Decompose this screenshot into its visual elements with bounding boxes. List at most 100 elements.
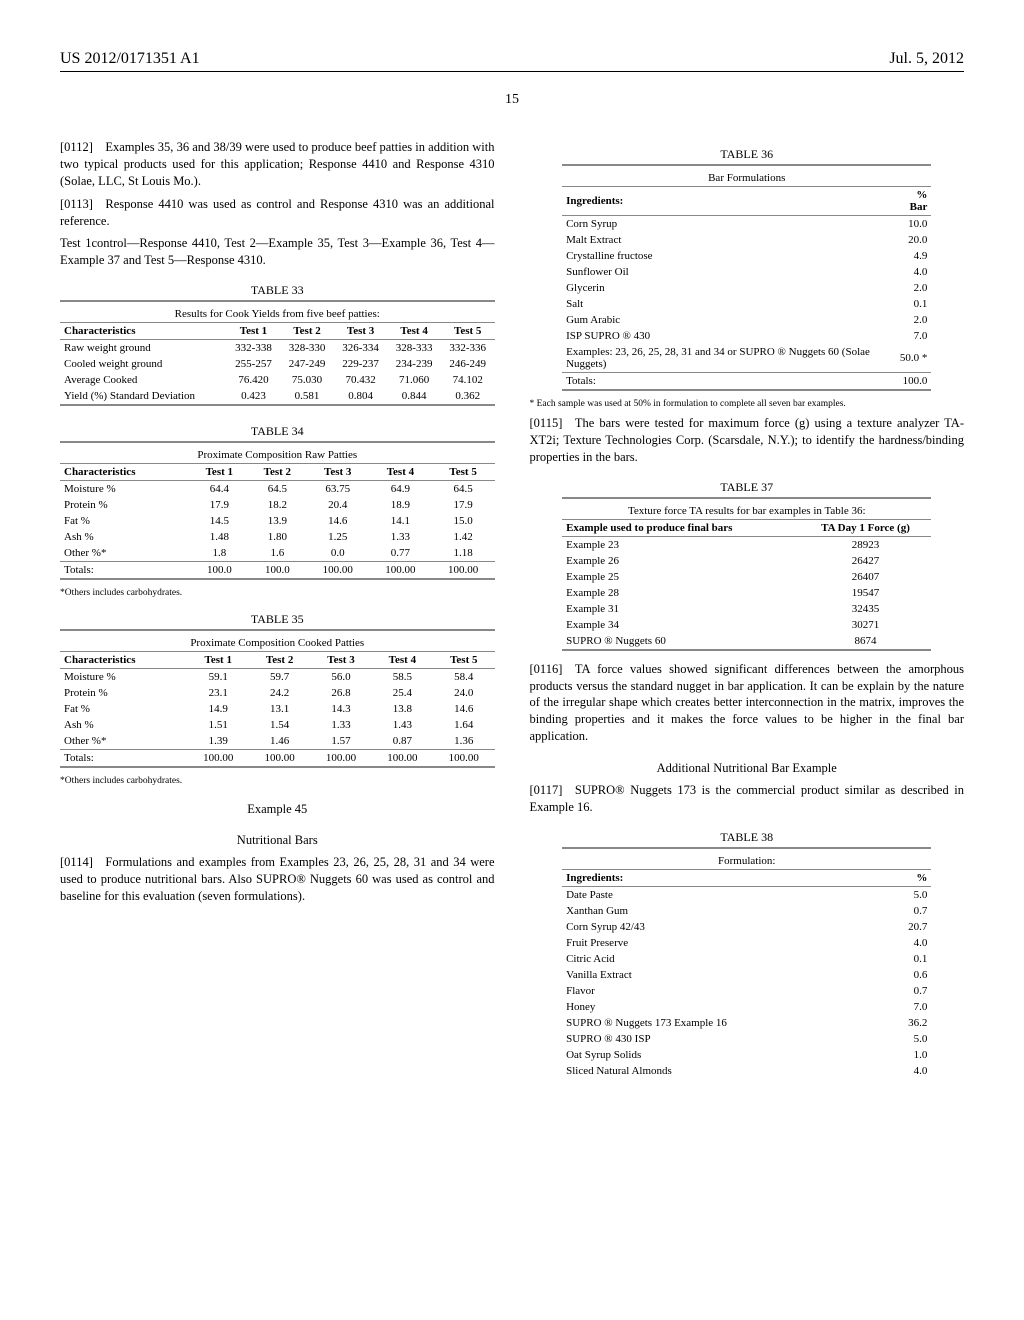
table-cell: Moisture %	[60, 481, 190, 498]
table-cell: SUPRO ® Nuggets 60	[562, 633, 799, 650]
table-cell: 70.432	[334, 372, 388, 388]
table-cell: 24.2	[249, 685, 310, 701]
table-row: Ash %1.481.801.251.331.42	[60, 529, 495, 545]
table-34-col-4: Test 4	[369, 464, 432, 481]
table-33-col-1: Test 1	[227, 323, 281, 340]
table-33-col-4: Test 4	[387, 323, 441, 340]
table-cell: Salt	[562, 296, 892, 312]
table-cell: 0.6	[880, 967, 931, 983]
table-cell: 100.00	[369, 562, 432, 580]
table-row: Ash %1.511.541.331.431.64	[60, 717, 495, 733]
table-cell: 0.7	[880, 903, 931, 919]
table-cell: SUPRO ® 430 ISP	[562, 1031, 880, 1047]
table-cell: 1.64	[433, 717, 494, 733]
table-cell: Example 23	[562, 536, 799, 553]
table-cell: 18.2	[248, 497, 306, 513]
table-row: Date Paste5.0	[562, 886, 931, 903]
table-cell: 4.0	[880, 935, 931, 951]
table-row: Citric Acid0.1	[562, 951, 931, 967]
table-cell: Example 31	[562, 601, 799, 617]
table-cell: Flavor	[562, 983, 880, 999]
table-34-col-3: Test 3	[306, 464, 369, 481]
table-row: Example 3430271	[562, 617, 931, 633]
table-cell: 1.6	[248, 545, 306, 562]
table-35-note: *Others includes carbohydrates.	[60, 776, 495, 786]
table-cell: Totals:	[562, 373, 892, 391]
table-row: Example 2526407	[562, 569, 931, 585]
table-row: Moisture %64.464.563.7564.964.5	[60, 481, 495, 498]
table-38-col-1: %	[880, 869, 931, 886]
table-row: Other %*1.391.461.570.871.36	[60, 733, 495, 750]
table-row: Moisture %59.159.756.058.558.4	[60, 669, 495, 686]
table-row: Oat Syrup Solids1.0	[562, 1047, 931, 1063]
table-row: Example 3132435	[562, 601, 931, 617]
table-cell: 20.4	[306, 497, 369, 513]
table-cell: 1.33	[369, 529, 432, 545]
table-cell: 332-338	[227, 340, 281, 357]
table-cell: 100.00	[433, 750, 494, 768]
table-cell: 5.0	[880, 886, 931, 903]
table-cell: 13.1	[249, 701, 310, 717]
table-cell: 1.25	[306, 529, 369, 545]
table-35-col-3: Test 3	[310, 652, 371, 669]
table-cell: 18.9	[369, 497, 432, 513]
table-cell: 2.0	[892, 312, 931, 328]
table-36-note: * Each sample was used at 50% in formula…	[530, 399, 965, 409]
table-cell: 71.060	[387, 372, 441, 388]
table-cell: 20.7	[880, 919, 931, 935]
table-cell: Example 28	[562, 585, 799, 601]
table-cell: 28923	[800, 536, 932, 553]
table-cell: 0.1	[892, 296, 931, 312]
table-35-col-5: Test 5	[433, 652, 494, 669]
paragraph-0114: [0114] Formulations and examples from Ex…	[60, 854, 495, 905]
table-cell: 1.80	[248, 529, 306, 545]
table-cell: 328-330	[280, 340, 334, 357]
page-header: US 2012/0171351 A1 Jul. 5, 2012	[60, 50, 964, 72]
table-cell: Date Paste	[562, 886, 880, 903]
table-cell: 100.00	[432, 562, 495, 580]
table-cell: Crystalline fructose	[562, 248, 892, 264]
table-cell: 5.0	[880, 1031, 931, 1047]
table-cell: 100.0	[248, 562, 306, 580]
table-row: Flavor0.7	[562, 983, 931, 999]
table-34-col-1: Test 1	[190, 464, 248, 481]
table-38-sub: Formulation:	[562, 853, 931, 870]
table-36-col-1: % Bar	[892, 187, 931, 216]
table-cell: 1.42	[432, 529, 495, 545]
table-33-col-0: Characteristics	[60, 323, 227, 340]
table-cell: 246-249	[441, 356, 495, 372]
table-row: Fat %14.913.114.313.814.6	[60, 701, 495, 717]
table-cell: Other %*	[60, 733, 188, 750]
table-row: SUPRO ® Nuggets 608674	[562, 633, 931, 650]
table-row: Corn Syrup 42/4320.7	[562, 919, 931, 935]
table-35-col-0: Characteristics	[60, 652, 188, 669]
table-cell: 14.6	[433, 701, 494, 717]
table-cell: 14.6	[306, 513, 369, 529]
table-cell: Moisture %	[60, 669, 188, 686]
doc-date: Jul. 5, 2012	[889, 50, 964, 68]
table-cell: Glycerin	[562, 280, 892, 296]
table-row: Average Cooked76.42075.03070.43271.06074…	[60, 372, 495, 388]
table-cell: Protein %	[60, 497, 190, 513]
table-cell: 100.00	[306, 562, 369, 580]
table-cell: 2.0	[892, 280, 931, 296]
example-45-head: Example 45	[60, 802, 495, 817]
table-cell: 1.51	[188, 717, 249, 733]
table-37-sub: Texture force TA results for bar example…	[562, 503, 931, 520]
table-cell: 10.0	[892, 216, 931, 233]
table-cell: Protein %	[60, 685, 188, 701]
table-33-caption: TABLE 33	[60, 283, 495, 298]
table-row: Fruit Preserve4.0	[562, 935, 931, 951]
table-cell: 1.48	[190, 529, 248, 545]
table-cell: 0.77	[369, 545, 432, 562]
table-cell: 13.8	[372, 701, 433, 717]
table-cell: Raw weight ground	[60, 340, 227, 357]
table-cell: 58.4	[433, 669, 494, 686]
table-cell: Corn Syrup 42/43	[562, 919, 880, 935]
table-cell: 0.844	[387, 388, 441, 405]
table-cell: 234-239	[387, 356, 441, 372]
table-cell: 13.9	[248, 513, 306, 529]
table-37-caption: TABLE 37	[530, 480, 965, 495]
table-35-caption: TABLE 35	[60, 612, 495, 627]
table-row: Glycerin2.0	[562, 280, 931, 296]
